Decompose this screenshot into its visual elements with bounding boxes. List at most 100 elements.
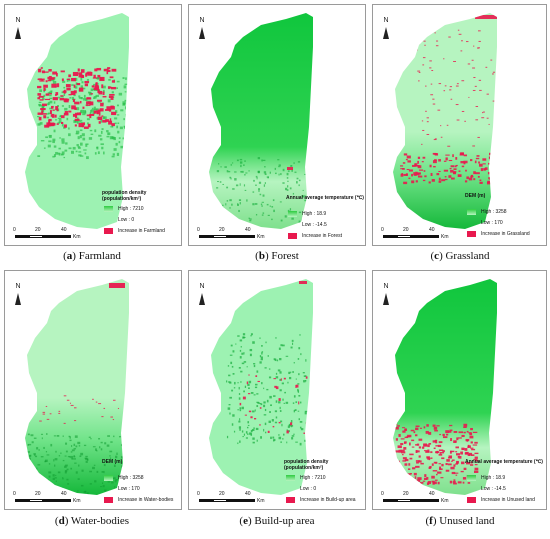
- region-map: [393, 279, 497, 495]
- legend-low-label: Low : -14.5: [481, 486, 506, 492]
- legend-title: population density (population/km²): [284, 459, 329, 471]
- north-arrow-icon: [15, 27, 21, 39]
- caption-letter: (b): [255, 250, 272, 262]
- legend-increase-swatch: [104, 497, 113, 503]
- panel-caption: (c) Grassland: [372, 250, 548, 262]
- north-arrow-icon: [199, 27, 205, 39]
- region-shape: [209, 279, 313, 495]
- legend-low-label: Low : 170: [481, 220, 503, 226]
- region-shape: [393, 279, 497, 495]
- scale-bar: [15, 235, 71, 238]
- scale-label: 0: [381, 491, 384, 497]
- legend-increase-swatch: [467, 497, 476, 503]
- map-panel-f: N Annual average temperature (℃) High : 18…: [372, 270, 547, 510]
- legend-gradient-swatch: [467, 209, 476, 215]
- north-arrow-icon: [15, 293, 21, 305]
- scale-unit: Km: [441, 498, 449, 504]
- legend-increase-swatch: [104, 228, 113, 234]
- scale-unit: Km: [441, 234, 449, 240]
- legend-low-label: Low : 0: [300, 486, 317, 492]
- legend-low-label: Low : 170: [118, 486, 140, 492]
- region-map: [209, 13, 313, 229]
- caption-text: Unused land: [439, 515, 495, 527]
- panel-caption: (e) Build-up area: [189, 515, 365, 527]
- legend-high-label: High : 7210: [300, 475, 326, 481]
- panel-caption: (b) Forest: [189, 250, 365, 262]
- north-label: N: [199, 283, 205, 290]
- legend-high-label: High : 3258: [481, 209, 507, 215]
- legend-gradient-swatch: [104, 206, 113, 212]
- panel-caption: (d) Water-bodies: [4, 515, 180, 527]
- scale-bar: [199, 499, 255, 502]
- caption-text: Build-up area: [254, 515, 315, 527]
- legend-low-label: Low : 0: [118, 217, 135, 223]
- legend-high-label: High : 18.9: [481, 475, 506, 481]
- scale-label: 0: [13, 227, 16, 233]
- legend-title: population density (population/km²): [102, 190, 147, 202]
- region-map: [25, 13, 129, 229]
- panel-caption: (a) Farmland: [4, 250, 180, 262]
- region-map: [25, 279, 129, 495]
- north-arrow-icon: [199, 293, 205, 305]
- region-map: [393, 13, 497, 229]
- caption-text: Grassland: [445, 250, 490, 262]
- caption-text: Water-bodies: [70, 515, 130, 527]
- scale-bar: [383, 235, 439, 238]
- north-arrow-icon: [383, 27, 389, 39]
- scale-label: 20: [403, 491, 409, 497]
- north-arrow-icon: [383, 293, 389, 305]
- map-panel-d: N DEM (m) High : 3258 Low : 170 Increase in …: [4, 270, 182, 510]
- scale-label: 20: [219, 491, 225, 497]
- legend-increase-label: Increase in Grassland: [481, 231, 530, 237]
- legend-gradient-swatch: [286, 475, 295, 481]
- scale-bar: [15, 499, 71, 502]
- scale-label: 20: [35, 227, 41, 233]
- caption-text: Forest: [271, 250, 299, 262]
- caption-letter: (e): [239, 515, 255, 527]
- legend-high-label: High : 3258: [118, 475, 144, 481]
- scale-label: 0: [381, 227, 384, 233]
- legend-gradient-swatch: [104, 475, 113, 481]
- north-label: N: [383, 17, 389, 24]
- legend-increase-swatch: [288, 233, 297, 239]
- north-label: N: [199, 17, 205, 24]
- caption-letter: (c): [430, 250, 446, 262]
- map-texture: [226, 281, 308, 446]
- legend-title: DEM (m): [465, 193, 486, 199]
- scale-unit: Km: [257, 498, 265, 504]
- map-texture: [37, 67, 129, 160]
- legend-gradient-swatch: [288, 211, 297, 217]
- scale-label: 40: [61, 227, 67, 233]
- caption-letter: (d): [54, 515, 71, 527]
- map-panel-c: N DEM (m) High : 3258 Low : 170 Increase in …: [372, 4, 547, 246]
- caption-letter: (a): [63, 250, 79, 262]
- legend-increase-label: Increase in Build-up area: [300, 497, 356, 503]
- north-label: N: [15, 283, 21, 290]
- legend-high-label: High : 7210: [118, 206, 144, 212]
- scale-unit: Km: [73, 498, 81, 504]
- legend-increase-swatch: [467, 231, 476, 237]
- scale-bar: [383, 499, 439, 502]
- legend-high-label: High : 18.9: [302, 211, 327, 217]
- scale-label: 20: [35, 491, 41, 497]
- scale-bar: [199, 235, 255, 238]
- legend-increase-label: Increase in Water-bodies: [118, 497, 174, 503]
- map-texture: [400, 15, 497, 185]
- legend-low-label: Low : -14.5: [302, 222, 327, 228]
- legend-increase-swatch: [286, 497, 295, 503]
- legend-increase-label: Increase in Unused land: [481, 497, 535, 503]
- north-label: N: [15, 17, 21, 24]
- scale-label: 40: [245, 227, 251, 233]
- scale-label: 0: [197, 227, 200, 233]
- panel-caption: (f) Unused land: [372, 515, 548, 527]
- scale-label: 0: [197, 491, 200, 497]
- legend-increase-label: Increase in Farmland: [118, 228, 165, 234]
- legend-title: DEM (m): [102, 459, 123, 465]
- legend-title: Annual average temperature (℃): [286, 195, 364, 201]
- region-map: [209, 279, 313, 495]
- scale-label: 40: [429, 227, 435, 233]
- scale-label: 40: [61, 491, 67, 497]
- scale-label: 40: [245, 491, 251, 497]
